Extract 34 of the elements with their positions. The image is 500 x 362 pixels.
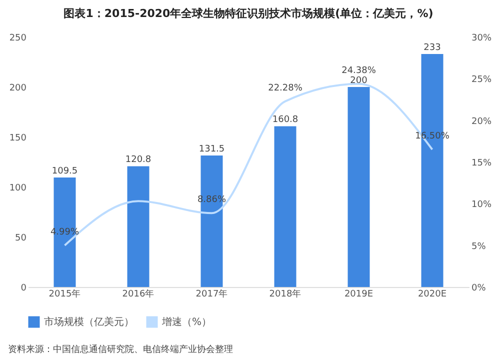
chart-title: 图表1：2015-2020年全球生物特征识别技术市场规模(单位：亿美元，%) xyxy=(64,7,434,20)
y-tick-label: 150 xyxy=(9,134,27,144)
y-tick-label: 200 xyxy=(9,84,27,94)
x-tick-label: 2017年 xyxy=(196,288,228,300)
data-label: 120.8 xyxy=(125,155,152,166)
legend-label: 增速（%） xyxy=(161,316,212,328)
y2-tick-label: 10% xyxy=(472,200,492,210)
legend-label: 市场规模（亿美元） xyxy=(44,316,134,328)
data-label: 24.38% xyxy=(342,66,376,76)
y2-tick-label: 25% xyxy=(472,75,492,86)
data-label: 200 xyxy=(350,76,368,86)
y2-tick-label: 15% xyxy=(472,158,492,168)
data-label: 22.28% xyxy=(268,83,303,94)
y2-tick-label: 30% xyxy=(472,34,492,44)
y2-tick-label: 5% xyxy=(472,242,486,252)
text: 资料来源：中国信息通信研究院、电信终端产业协会整理 xyxy=(8,344,233,355)
x-tick-label: 2016年 xyxy=(122,288,154,300)
data-label: 233 xyxy=(424,43,441,53)
x-tick-label: 2019E xyxy=(344,290,374,300)
x-tick-label: 2015年 xyxy=(48,288,81,300)
y-tick-label: 250 xyxy=(9,34,27,44)
bar xyxy=(274,126,296,287)
bar xyxy=(127,166,150,287)
y2-tick-label: 20% xyxy=(472,116,492,127)
y-tick-label: 0 xyxy=(20,284,27,294)
data-label: 131.5 xyxy=(198,144,225,154)
y-tick-label: 50 xyxy=(15,234,27,244)
y2-tick-label: 0% xyxy=(472,284,486,294)
data-label: 160.8 xyxy=(272,115,298,126)
bar xyxy=(348,87,370,287)
x-tick-label: 2018年 xyxy=(269,288,302,300)
data-label: 109.5 xyxy=(52,166,78,176)
y-tick-label: 100 xyxy=(9,184,27,194)
x-tick-label: 2020E xyxy=(418,290,447,300)
